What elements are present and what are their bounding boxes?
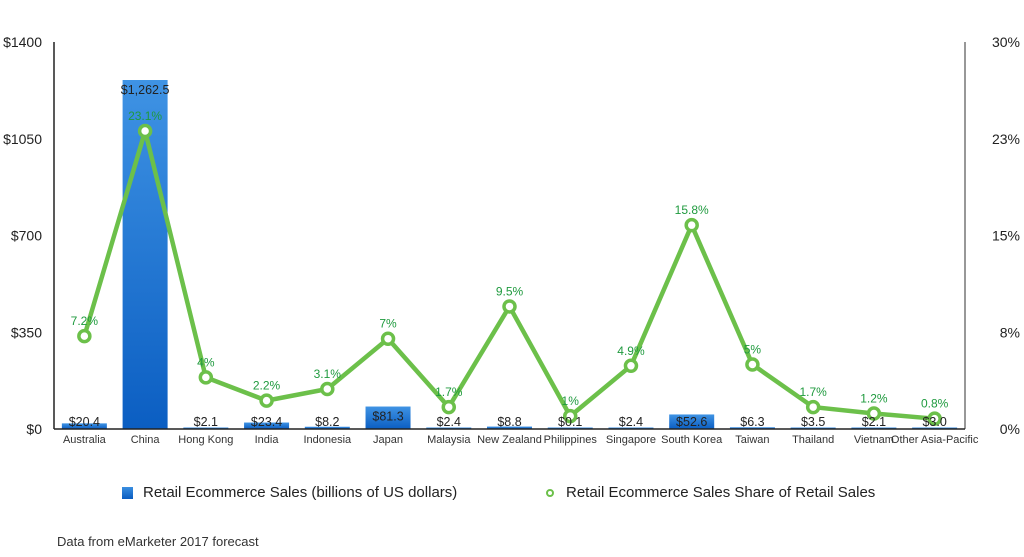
share-value-label: 0.8% [921,397,949,411]
share-value-label: 2.2% [253,379,281,393]
x-tick-label: Taiwan [735,434,769,446]
share-point [259,393,274,408]
bar-south-korea [669,414,715,429]
share-point [684,217,699,233]
bar-taiwan [729,427,775,429]
bar-value-label: $0.1 [558,415,582,429]
bar-value-label: $2.1 [194,415,218,429]
x-tick-label: South Korea [661,434,723,446]
bar-value-label: $81.3 [372,410,403,424]
y-right-tick-label: 23% [992,131,1020,147]
share-value-label: 7% [379,317,397,331]
share-value-label: 1.7% [799,385,827,399]
source-note: Data from eMarketer 2017 forecast [57,534,259,549]
share-point [441,399,457,415]
data-labels: $20.4 $1,262.5 $2.1 $23.4 $8.2 $81.3 $2.4 $8.8 $… [69,83,949,429]
y-right-tick-label: 0% [1000,421,1020,437]
bar-value-label: $23.4 [251,415,282,429]
legend-bar-swatch-icon [122,486,133,499]
x-tick-label: Philippines [544,434,598,446]
bar-japan [365,406,411,429]
bar-series [61,80,958,430]
share-point [805,399,821,415]
x-tick-label: Japan [373,434,403,446]
y-left-tick-label: $700 [11,228,42,244]
bar-value-label: $8.8 [497,415,521,429]
line-series [77,123,942,426]
y-right-tick-label: 15% [992,228,1020,244]
bar-value-label: $3.0 [922,415,946,429]
x-tick-label: Singapore [606,434,656,446]
y-left-tick-label: $1050 [3,131,42,147]
y-left-tick-label: $0 [26,421,42,437]
legend-line-label: Retail Ecommerce Sales Share of Retail S… [566,484,876,501]
axes: $0 $350 $700 $1050 $1400 0% 8% 15% 23% 30% Austral… [3,34,1020,446]
share-value-label: 1.2% [860,392,888,406]
bar-value-label: $3.5 [801,415,825,429]
bar-new-zealand [487,426,532,429]
share-point [502,299,517,314]
y-left-tick-label: $350 [11,324,42,340]
x-tick-label: New Zealand [477,434,542,446]
legend: Retail Ecommerce Sales (billions of US d… [0,484,1024,506]
x-tick-label: Hong Kong [178,434,233,446]
share-point [320,381,335,397]
share-point [745,357,760,372]
share-value-label: 4.9% [617,344,645,358]
bar-value-label: $2.4 [619,415,643,429]
share-point [77,328,92,344]
legend-line-marker-icon [546,488,554,497]
bar-value-label: $52.6 [676,415,707,429]
bar-indonesia [304,426,350,429]
y-right-tick-label: 30% [992,34,1020,50]
share-point [137,123,153,139]
y-right-tick-label: 8% [1000,324,1020,340]
share-value-label: 9.5% [496,284,524,298]
share-value-label: 15.8% [675,203,709,217]
share-point [623,358,639,374]
legend-bar-label: Retail Ecommerce Sales (billions of US d… [143,484,458,501]
share-value-label: 23.1% [128,109,162,123]
share-value-label: 1% [562,394,580,408]
share-value-label: 1.7% [435,385,463,399]
x-tick-label: Malaysia [427,434,471,446]
legend-item-line: Retail Ecommerce Sales Share of Retail S… [546,484,875,501]
combo-chart: $0 $350 $700 $1050 $1400 0% 8% 15% 23% 30% Austral… [3,34,1020,446]
x-tick-label: Thailand [792,434,834,446]
share-value-label: 7.2% [71,314,99,328]
share-point [866,406,882,421]
bar-value-label: $6.3 [740,415,764,429]
legend-item-bar: Retail Ecommerce Sales (billions of US d… [122,484,457,501]
bar-australia [61,423,107,429]
share-value-label: 5% [744,343,762,357]
x-tick-label: China [131,434,161,446]
share-point [927,411,942,426]
y-left-tick-label: $1400 [3,34,42,50]
share-value-label: 3.1% [314,367,342,381]
bar-india [244,422,290,429]
bar-value-label: $2.1 [862,415,886,429]
x-tick-label: India [255,434,280,446]
bar-value-label: $1,262.5 [121,83,170,97]
x-tick-label: Other Asia-Pacific [891,434,979,446]
share-point [562,408,578,424]
bar-value-label: $20.4 [69,415,100,429]
share-point [380,331,396,346]
x-tick-label: Australia [63,434,107,446]
bar-value-label: $8.2 [315,415,339,429]
x-tick-label: Indonesia [303,434,352,446]
share-point [198,370,214,385]
x-tick-label: Vietnam [854,434,894,446]
share-value-label: 4% [197,355,215,369]
bar-value-label: $2.4 [437,415,461,429]
